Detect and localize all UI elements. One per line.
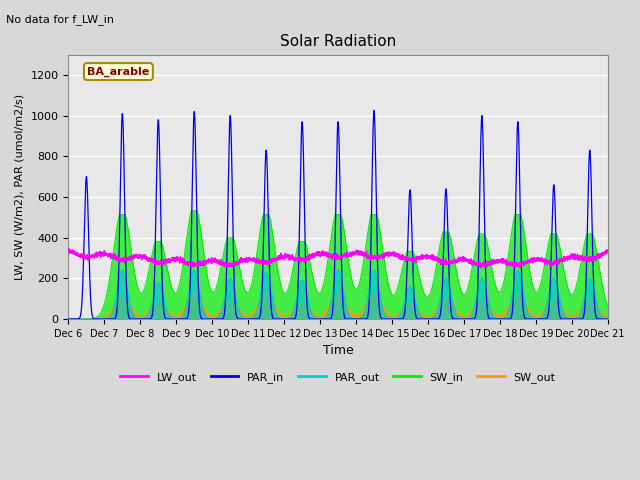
Title: Solar Radiation: Solar Radiation — [280, 34, 396, 49]
Text: BA_arable: BA_arable — [87, 66, 150, 77]
Y-axis label: LW, SW (W/m2), PAR (umol/m2/s): LW, SW (W/m2), PAR (umol/m2/s) — [15, 94, 25, 280]
Text: No data for f_LW_in: No data for f_LW_in — [6, 14, 115, 25]
Legend: LW_out, PAR_in, PAR_out, SW_in, SW_out: LW_out, PAR_in, PAR_out, SW_in, SW_out — [116, 368, 560, 387]
X-axis label: Time: Time — [323, 344, 353, 357]
